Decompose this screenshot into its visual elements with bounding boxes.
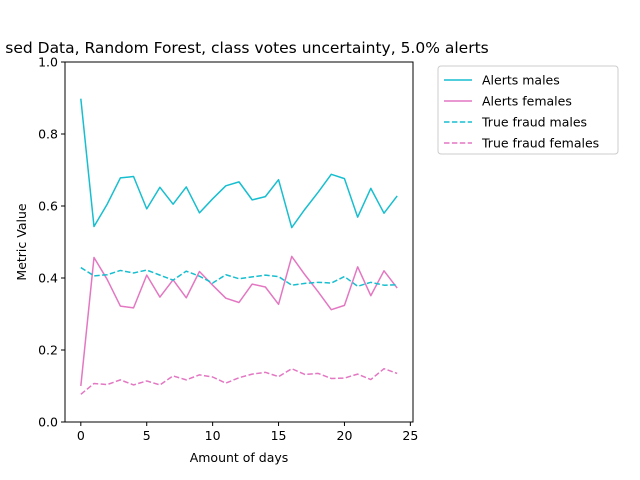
plot-area [80,98,398,395]
y-tick-label: 0.6 [38,199,58,214]
x-tick-label: 0 [77,428,85,443]
x-tick-label: 10 [205,428,221,443]
legend: Alerts males Alerts females True fraud mal… [437,65,619,155]
x-tick-label: 20 [337,428,353,443]
chart-title: sed Data, Random Forest, class votes unc… [5,39,489,57]
x-axis-label: Amount of days [190,450,289,465]
y-tick-label: 0.8 [38,127,58,142]
series-line-2 [80,255,398,387]
x-tick-label: 25 [402,428,418,443]
x-tick-label: 5 [143,428,151,443]
y-tick-label: 0.0 [38,415,58,430]
y-tick-label: 0.4 [38,271,58,286]
series-line-3 [80,266,398,288]
x-tick-label: 15 [271,428,287,443]
y-axis: 0.0 0.2 0.4 0.6 0.8 1.0 [38,55,65,430]
legend-label: True fraud females [481,136,599,151]
plot-frame [64,61,414,423]
y-axis-label: Metric Value [14,203,29,280]
y-tick-label: 1.0 [38,55,58,70]
series-line-1 [80,98,398,229]
y-tick-label: 0.2 [38,343,58,358]
legend-label: True fraud males [481,115,587,130]
x-axis: 0 5 10 15 20 25 [77,422,418,443]
legend-label: Alerts females [482,94,572,109]
legend-label: Alerts males [482,73,560,88]
legend-frame [437,65,619,155]
series-line-4 [80,367,398,395]
